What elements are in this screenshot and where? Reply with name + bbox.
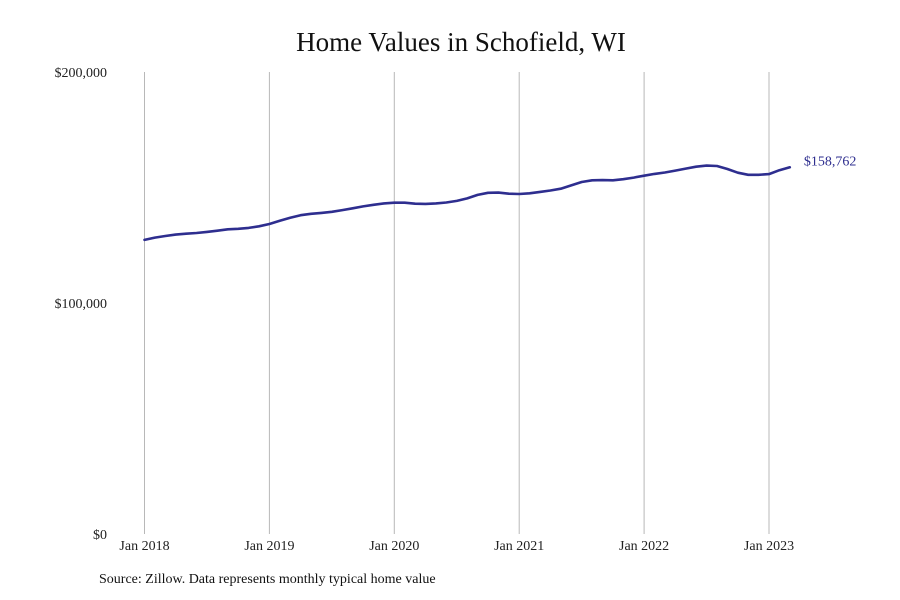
y-tick-label: $100,000	[55, 297, 108, 312]
x-tick-label: Jan 2019	[244, 539, 294, 554]
x-tick-label: Jan 2022	[619, 539, 669, 554]
x-tick-label: Jan 2020	[369, 539, 419, 554]
series	[143, 164, 792, 242]
chart-title: Home Values in Schofield, WI	[296, 27, 626, 57]
source-note: Source: Zillow. Data represents monthly …	[99, 572, 436, 587]
y-tick-label: $0	[93, 528, 107, 543]
x-tick-label: Jan 2018	[119, 539, 169, 554]
y-axis: $0 $100,000 $200,000	[55, 66, 108, 543]
end-value-label: $158,762	[804, 154, 857, 169]
x-tick-label: Jan 2023	[744, 539, 794, 554]
x-axis: Jan 2018 Jan 2019 Jan 2020 Jan 2021 Jan 2022…	[119, 539, 794, 554]
series-line	[143, 164, 792, 242]
gridlines	[144, 72, 770, 534]
data-labels: $158,762	[804, 154, 857, 169]
y-tick-label: $200,000	[55, 66, 108, 81]
x-tick-label: Jan 2021	[494, 539, 544, 554]
